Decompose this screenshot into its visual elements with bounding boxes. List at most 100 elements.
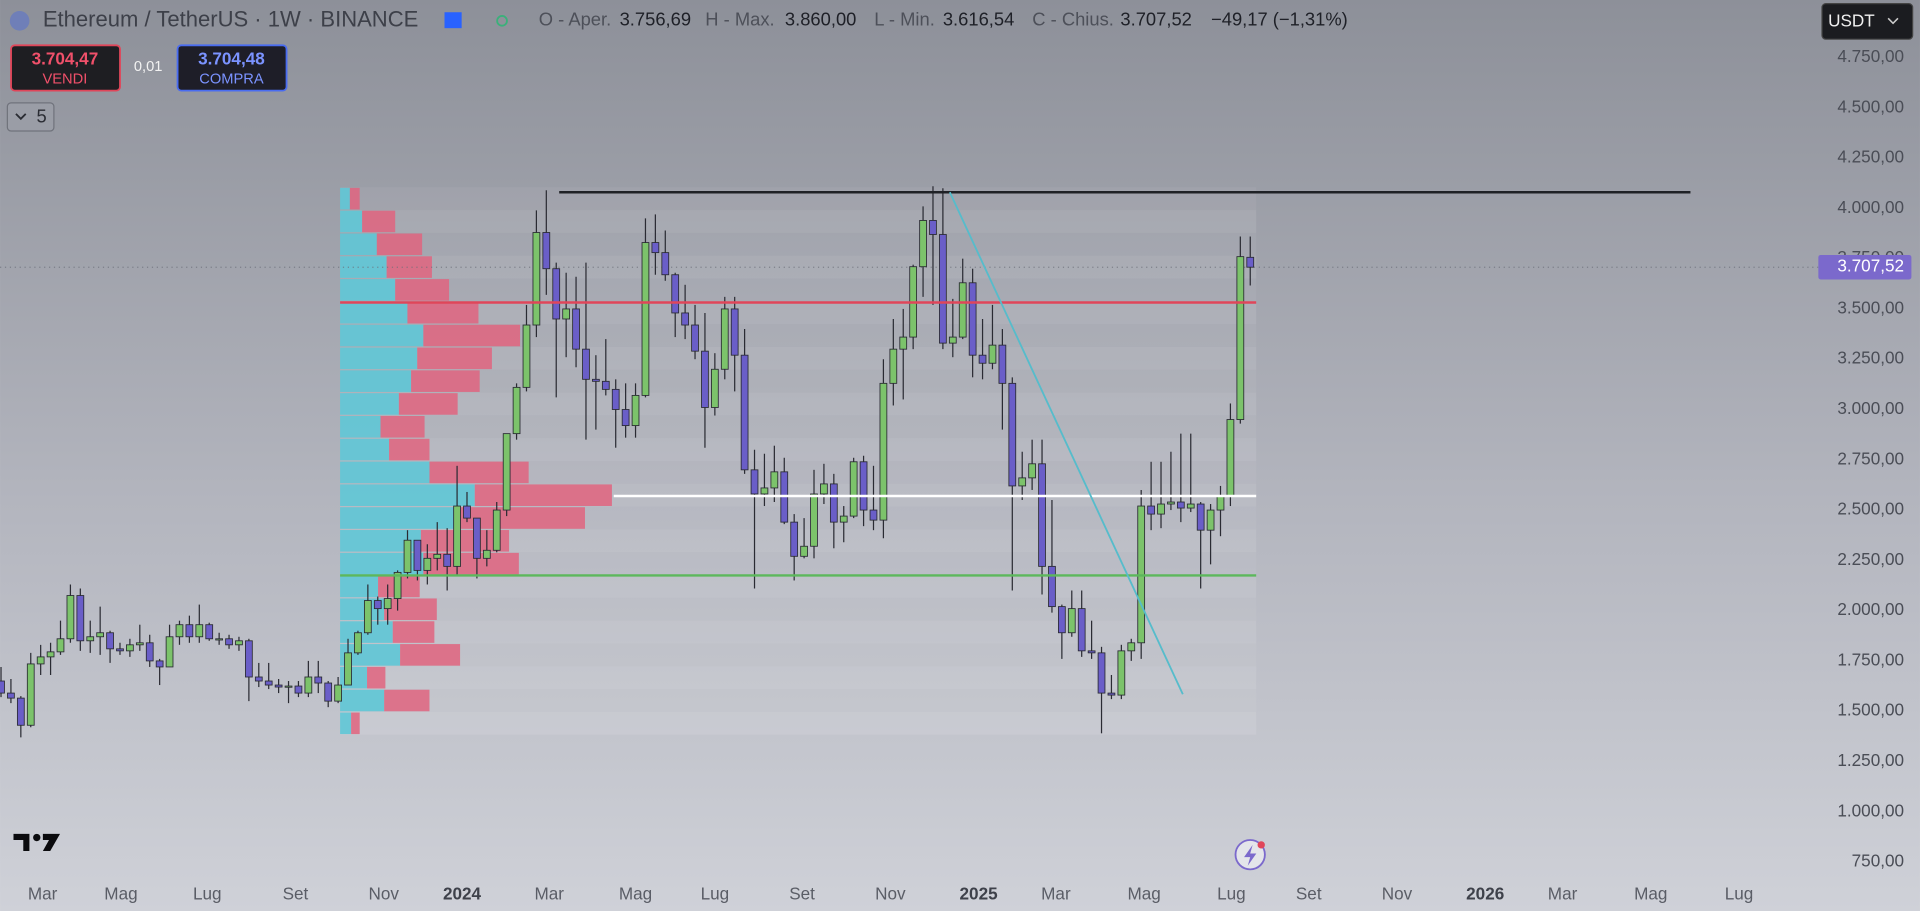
candle-body bbox=[512, 386, 521, 435]
candle-body bbox=[185, 624, 194, 638]
candle-body bbox=[790, 521, 799, 557]
x-tick-label: Mar bbox=[1548, 884, 1578, 904]
close-value: 3.707,52 bbox=[1120, 9, 1191, 30]
profile-buy-bar bbox=[340, 712, 352, 735]
profile-sell-bar bbox=[407, 301, 479, 324]
indicators-count[interactable]: 5 bbox=[37, 105, 47, 126]
profile-band bbox=[340, 210, 1257, 233]
candle-body bbox=[562, 308, 570, 320]
currency-label[interactable]: USDT bbox=[1828, 11, 1875, 31]
currency-button[interactable]: USDT bbox=[1821, 3, 1914, 40]
chevron[interactable] bbox=[1887, 17, 1899, 25]
alert-icon[interactable] bbox=[1234, 839, 1266, 871]
x-tick-label: 2024 bbox=[443, 884, 482, 904]
open-value: 3.756,69 bbox=[620, 9, 691, 30]
tv-logo[interactable] bbox=[13, 833, 61, 852]
candle-body bbox=[879, 382, 888, 521]
buy-box[interactable] bbox=[176, 44, 288, 92]
candle-body bbox=[26, 663, 35, 726]
x-tick-label: Nov bbox=[1382, 884, 1413, 904]
axes: 750,00 1.000,00 1.250,00 1.500,00 1.750,00 2.… bbox=[28, 46, 1912, 904]
x-tick-label: Nov bbox=[875, 884, 906, 904]
candle-body bbox=[294, 685, 303, 694]
icon-badge[interactable] bbox=[1257, 841, 1265, 849]
y-tick-label: 2.250,00 bbox=[1837, 549, 1904, 569]
candle-body bbox=[383, 598, 392, 610]
profile-band bbox=[340, 324, 1257, 347]
profile-band bbox=[340, 369, 1257, 393]
candle-body bbox=[274, 684, 283, 688]
y-tick-label: 1.750,00 bbox=[1837, 649, 1904, 669]
candle-body bbox=[235, 640, 243, 646]
profile-sell-bar bbox=[395, 279, 450, 301]
buy-label[interactable]: COMPRA bbox=[199, 71, 264, 87]
profile-buy-bar bbox=[340, 279, 396, 301]
x-tick-label: Mag bbox=[104, 884, 137, 904]
x-tick-label: Set bbox=[1296, 884, 1322, 904]
candle-body bbox=[929, 220, 937, 235]
profile-buy-bar bbox=[340, 689, 385, 712]
sell-box[interactable] bbox=[10, 44, 121, 92]
profile-buy-bar bbox=[340, 507, 459, 529]
toggle-box[interactable] bbox=[6, 102, 55, 132]
logo-part[interactable] bbox=[42, 833, 61, 852]
y-tick-label: 3.250,00 bbox=[1837, 348, 1904, 368]
candle-body bbox=[988, 344, 997, 364]
candle-body bbox=[958, 282, 967, 338]
candle-body bbox=[978, 354, 987, 364]
candle-body bbox=[443, 553, 452, 567]
candle-body bbox=[691, 324, 699, 352]
sell-button[interactable]: 3.704,47 VENDI bbox=[10, 44, 121, 92]
buy-button[interactable]: 3.704,48 COMPRA bbox=[176, 44, 288, 92]
spread: 0,01 bbox=[134, 59, 163, 75]
profile-buy-bar bbox=[340, 598, 385, 621]
profile-band bbox=[340, 278, 1257, 302]
candle-body bbox=[1008, 382, 1017, 487]
low-label: L - Min. bbox=[874, 9, 935, 30]
candle-body bbox=[393, 571, 402, 599]
profile-buy-bar bbox=[340, 552, 424, 575]
candle-body bbox=[36, 656, 45, 665]
profile-sell-bar bbox=[376, 233, 423, 256]
profile-sell-bar bbox=[367, 666, 386, 689]
y-tick-label: 4.000,00 bbox=[1837, 197, 1904, 217]
candle-body bbox=[1216, 495, 1225, 511]
chevron[interactable] bbox=[15, 113, 27, 121]
indicators-toggle[interactable]: 5 bbox=[6, 102, 55, 132]
y-tick-label: 4.500,00 bbox=[1837, 96, 1904, 116]
logo-part[interactable] bbox=[13, 833, 30, 852]
candle-body bbox=[601, 380, 610, 390]
candle-body bbox=[126, 644, 134, 652]
profile-band bbox=[340, 460, 1257, 484]
currency-box[interactable] bbox=[1821, 3, 1914, 40]
profile-buy-bar bbox=[340, 324, 424, 347]
candle-body bbox=[7, 692, 15, 699]
change-value: −49,17 (−1,31%) bbox=[1211, 9, 1348, 30]
high-value: 3.860,00 bbox=[785, 9, 856, 30]
sell-price[interactable]: 3.704,47 bbox=[32, 49, 99, 69]
flag-icon[interactable] bbox=[444, 12, 462, 29]
candle-body bbox=[572, 308, 580, 350]
profile-sell-bar bbox=[380, 415, 425, 438]
trend-line bbox=[949, 191, 1184, 695]
candle-body bbox=[165, 636, 174, 668]
candle-body bbox=[1186, 503, 1195, 509]
logo-part[interactable] bbox=[33, 833, 41, 842]
status-dot bbox=[496, 14, 508, 27]
open-label: O - Aper. bbox=[539, 9, 611, 30]
profile-sell-bar bbox=[474, 484, 612, 506]
icon-bolt[interactable] bbox=[1244, 844, 1257, 866]
y-tick-label: 1.000,00 bbox=[1837, 800, 1904, 820]
candle-body bbox=[820, 483, 828, 495]
candle-body bbox=[542, 232, 551, 270]
profile-sell-bar bbox=[398, 393, 458, 415]
x-tick-label: Lug bbox=[1725, 884, 1754, 904]
last-price-tag bbox=[1818, 254, 1912, 280]
sell-label[interactable]: VENDI bbox=[42, 71, 87, 87]
profile-buy-bar bbox=[340, 415, 381, 438]
candle-body bbox=[641, 242, 650, 396]
profile-band bbox=[340, 575, 1257, 598]
x-tick-label: Mar bbox=[28, 884, 58, 904]
buy-price[interactable]: 3.704,48 bbox=[198, 49, 265, 69]
